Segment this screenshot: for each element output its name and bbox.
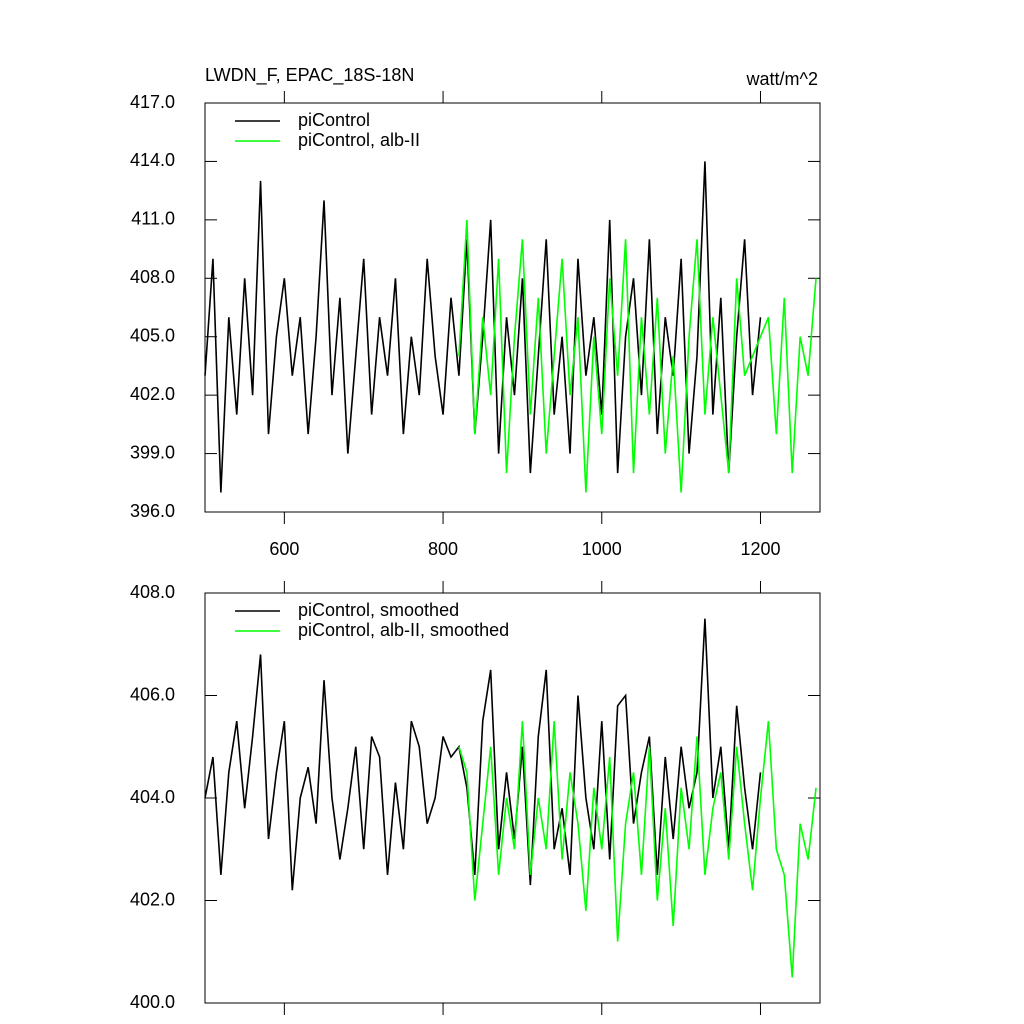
y-tick-label: 406.0: [130, 684, 175, 704]
x-tick-label: 1000: [582, 539, 622, 559]
legend-label: piControl, alb-II, smoothed: [298, 620, 509, 640]
x-tick-label: 600: [269, 539, 299, 559]
series-line: [204, 161, 762, 493]
y-tick-label: 414.0: [130, 150, 175, 170]
chart-title: LWDN_F, EPAC_18S-18N: [205, 65, 414, 86]
y-tick-label: 399.0: [130, 442, 175, 462]
series-line: [458, 219, 817, 493]
y-tick-label: 402.0: [130, 384, 175, 404]
legend-label: piControl: [298, 110, 370, 130]
legend-label: piControl, smoothed: [298, 600, 459, 620]
y-tick-label: 408.0: [130, 267, 175, 287]
plot-frame: [204, 102, 821, 513]
legend-label: piControl, alb-II: [298, 130, 420, 150]
y-tick-label: 408.0: [130, 582, 175, 602]
y-tick-label: 417.0: [130, 92, 175, 112]
x-tick-label: 800: [428, 539, 458, 559]
y-tick-label: 402.0: [130, 889, 175, 909]
series-line: [458, 721, 817, 978]
y-tick-label: 404.0: [130, 787, 175, 807]
y-tick-label: 411.0: [131, 209, 175, 229]
plot-frame: [204, 592, 821, 1004]
units-label: watt/m^2: [746, 69, 818, 89]
series-line: [204, 618, 762, 891]
y-tick-label: 396.0: [130, 501, 175, 521]
x-tick-label: 1200: [740, 539, 780, 559]
y-tick-label: 400.0: [130, 992, 175, 1012]
y-tick-label: 405.0: [130, 325, 175, 345]
